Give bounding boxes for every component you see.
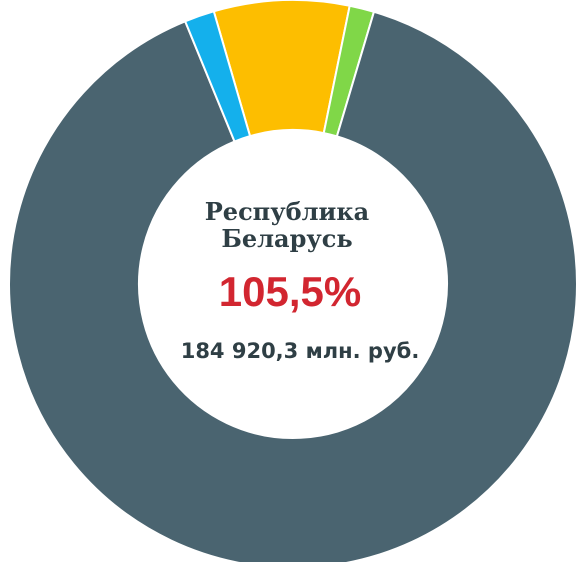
- segments: [8, 0, 578, 562]
- donut-segment: [8, 10, 578, 562]
- center-value: 105,5%: [219, 268, 361, 315]
- center-subtitle: 184 920,3 млн. руб.: [181, 339, 420, 363]
- donut-segment: [183, 10, 252, 143]
- center-title: Республика: [205, 197, 369, 226]
- center-title: Беларусь: [221, 224, 352, 253]
